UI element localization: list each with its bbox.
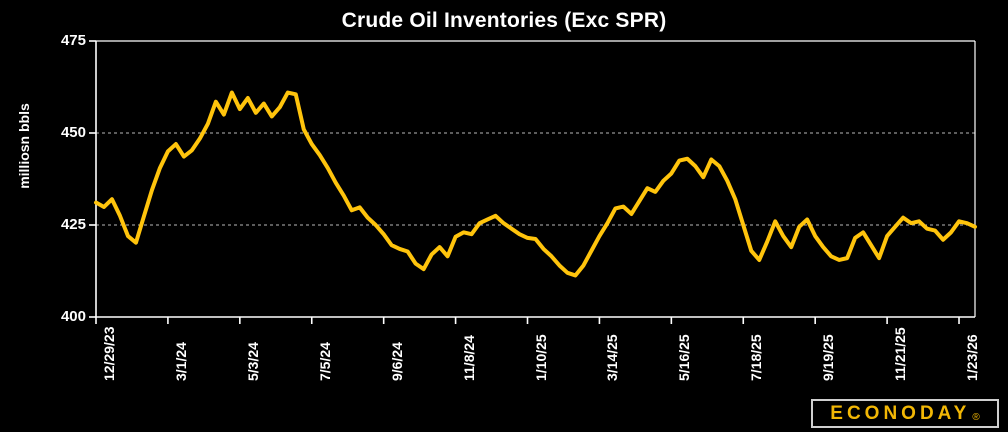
- series-line-crude-oil-inventories: [94, 90, 977, 278]
- y-tick-label-475: 475: [60, 32, 86, 49]
- y-tick-label-400: 400: [60, 308, 86, 325]
- econoday-logo: ECONODAY ®: [811, 399, 999, 428]
- axis-tick-marks: [89, 40, 960, 324]
- chart-title: Crude Oil Inventories (Exc SPR): [341, 9, 667, 32]
- gridlines: [96, 132, 975, 226]
- y-tick-label-425: 425: [60, 216, 86, 233]
- registered-trademark-icon: ®: [972, 412, 980, 423]
- y-tick-label-450: 450: [60, 124, 86, 141]
- axis-lines: [95, 40, 976, 318]
- econoday-logo-text: ECONODAY: [830, 402, 971, 424]
